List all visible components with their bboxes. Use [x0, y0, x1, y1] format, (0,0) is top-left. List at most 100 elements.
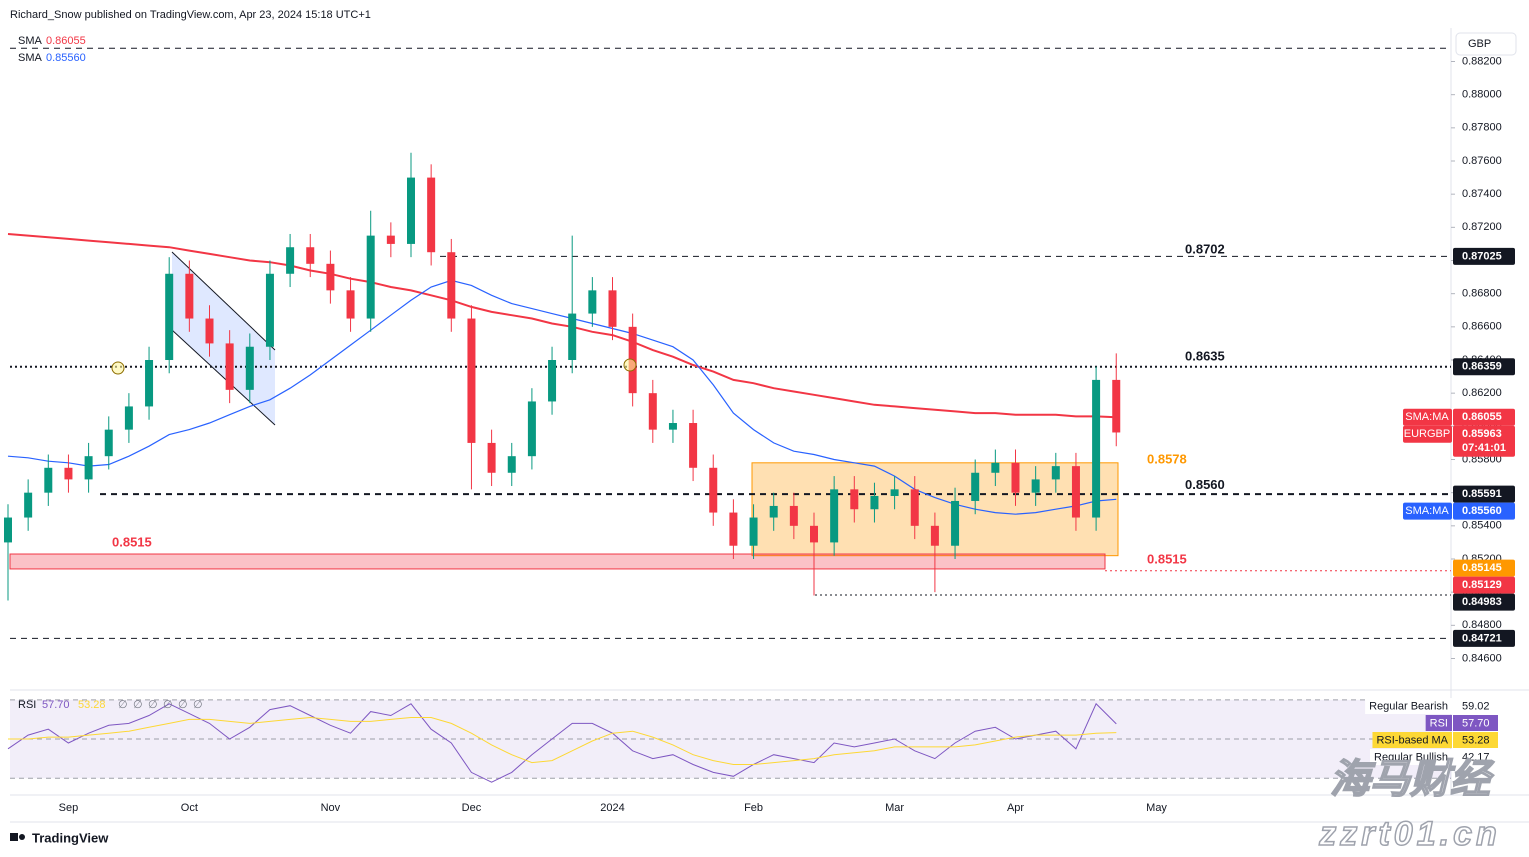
rsi-line: [7, 702, 1117, 783]
rsi-label-value: 57.70: [1462, 717, 1490, 729]
y-tick-label: 0.85400: [1462, 520, 1502, 532]
price-box-label: 0.85129: [1462, 579, 1502, 591]
price-box: [1453, 629, 1515, 647]
candle-body: [548, 360, 557, 402]
rsi-label-name: Regular Bearish: [1369, 700, 1448, 712]
candle-body: [467, 318, 476, 443]
level-annotation: 0.8560: [1185, 477, 1225, 492]
candle-body: [427, 177, 436, 253]
rsi-label-value: 53.28: [1462, 734, 1490, 746]
legend-value: 0.85560: [46, 52, 86, 64]
candle-body: [124, 406, 133, 430]
author-line: Richard_Snow published on TradingView.co…: [10, 9, 371, 21]
price-box-tag: [1403, 502, 1452, 520]
candle-body: [1011, 462, 1020, 493]
rsi-legend-na: ∅: [148, 699, 158, 711]
rsi-value-bg: [1453, 698, 1498, 714]
level-annotation: 0.8515: [112, 535, 152, 550]
candle-body: [890, 489, 899, 496]
price-box-tag-label: SMA:MA: [1405, 411, 1449, 423]
candle-body: [286, 247, 295, 274]
y-tick-label: 0.87200: [1462, 221, 1502, 233]
candle-body: [1031, 479, 1040, 493]
level-annotation: 0.8635: [1185, 349, 1225, 364]
candle-body: [346, 290, 355, 319]
price-box: [1453, 247, 1515, 265]
candle-body: [951, 500, 960, 546]
price-box: [1453, 408, 1515, 426]
candle-body: [64, 467, 73, 480]
tradingview-logo[interactable]: TradingView: [10, 830, 109, 845]
candle-body: [1071, 466, 1080, 518]
rsi-label-name: RSI: [1430, 717, 1448, 729]
logo-mark: [19, 834, 25, 840]
candle-body: [850, 489, 859, 510]
x-tick-label: 2024: [600, 802, 624, 814]
rsi-legend-value: 57.70: [42, 699, 70, 711]
price-box-tag-label: SMA:MA: [1405, 505, 1449, 517]
rsi-legend-value: 53.28: [78, 699, 106, 711]
rsi-legend-na: ∅: [178, 699, 188, 711]
level-annotation: 0.8578: [1147, 451, 1187, 466]
rsi-value-bg: [1453, 715, 1498, 731]
candle-body: [1092, 379, 1101, 518]
y-tick-label: 0.84600: [1462, 652, 1502, 664]
candle-body: [245, 346, 254, 390]
candle-body: [971, 472, 980, 501]
watermark-name: 海马财经: [1330, 758, 1495, 802]
candle-body: [568, 313, 577, 360]
candle-body: [689, 423, 698, 468]
price-box: [1453, 593, 1515, 611]
candle-body: [830, 489, 839, 543]
candle-body: [588, 290, 597, 314]
candle-body: [769, 505, 778, 518]
rsi-label-name: Regular Bullish: [1374, 751, 1448, 763]
price-box-tag: [1403, 408, 1452, 426]
price-pane: 0.8702 0.8635 0.8578 0.8560 0.8515 0.8515: [4, 47, 1451, 639]
candle-body: [326, 263, 335, 291]
price-box-label: 0.85591: [1462, 488, 1502, 500]
x-tick-label: Oct: [181, 802, 198, 814]
candle-body: [205, 318, 214, 344]
level-annotation: 0.8702: [1185, 242, 1225, 257]
x-tick-label: Sep: [59, 802, 79, 814]
event-marker[interactable]: [623, 358, 637, 372]
rsi-value-bg: [1453, 732, 1498, 748]
rsi-pane: RSI 57.70 53.28 ∅ ∅ ∅ ∅ ∅ ∅ Regular Bearish 59.02 R…: [7, 698, 1498, 783]
candle-body: [810, 525, 818, 543]
moving-average: [7, 233, 1117, 419]
currency-button[interactable]: [1455, 32, 1517, 56]
candle-body: [84, 456, 93, 480]
price-box-label: 0.85145: [1462, 562, 1502, 574]
candle-body: [386, 235, 395, 244]
rsi-legend-na: ∅: [118, 699, 128, 711]
brand[interactable]: TradingView: [32, 830, 109, 845]
y-tick-label: 0.86800: [1462, 288, 1502, 300]
candle-body: [24, 492, 33, 518]
y-tick-label: 0.87600: [1462, 155, 1502, 167]
candle-body: [366, 235, 375, 319]
rsi-label-bg: [1365, 698, 1452, 714]
y-tick-label: 0.84800: [1462, 619, 1502, 631]
legend-name: SMA: [18, 52, 43, 64]
candle-body: [709, 467, 718, 513]
candle-body: [407, 177, 415, 244]
rsi-label-value: 42.17: [1462, 751, 1490, 763]
candle-body: [930, 525, 939, 546]
candle-body: [648, 393, 657, 430]
currency[interactable]: GBP: [1468, 38, 1491, 50]
rsi-value-bg: [1453, 749, 1498, 765]
x-tick-label: Nov: [321, 802, 341, 814]
x-tick-label: May: [1146, 802, 1167, 814]
watermark-site: zzrt01.cn: [1318, 815, 1501, 853]
candle-body: [910, 489, 919, 526]
candle-body: [870, 495, 879, 510]
candle-body: [507, 456, 516, 473]
x-tick-label: Feb: [744, 802, 763, 814]
event-marker[interactable]: [111, 361, 125, 375]
rsi-line: [8, 716, 1117, 765]
y-tick-label: 0.86600: [1462, 321, 1502, 333]
rsi-label-bg: [1370, 749, 1452, 765]
